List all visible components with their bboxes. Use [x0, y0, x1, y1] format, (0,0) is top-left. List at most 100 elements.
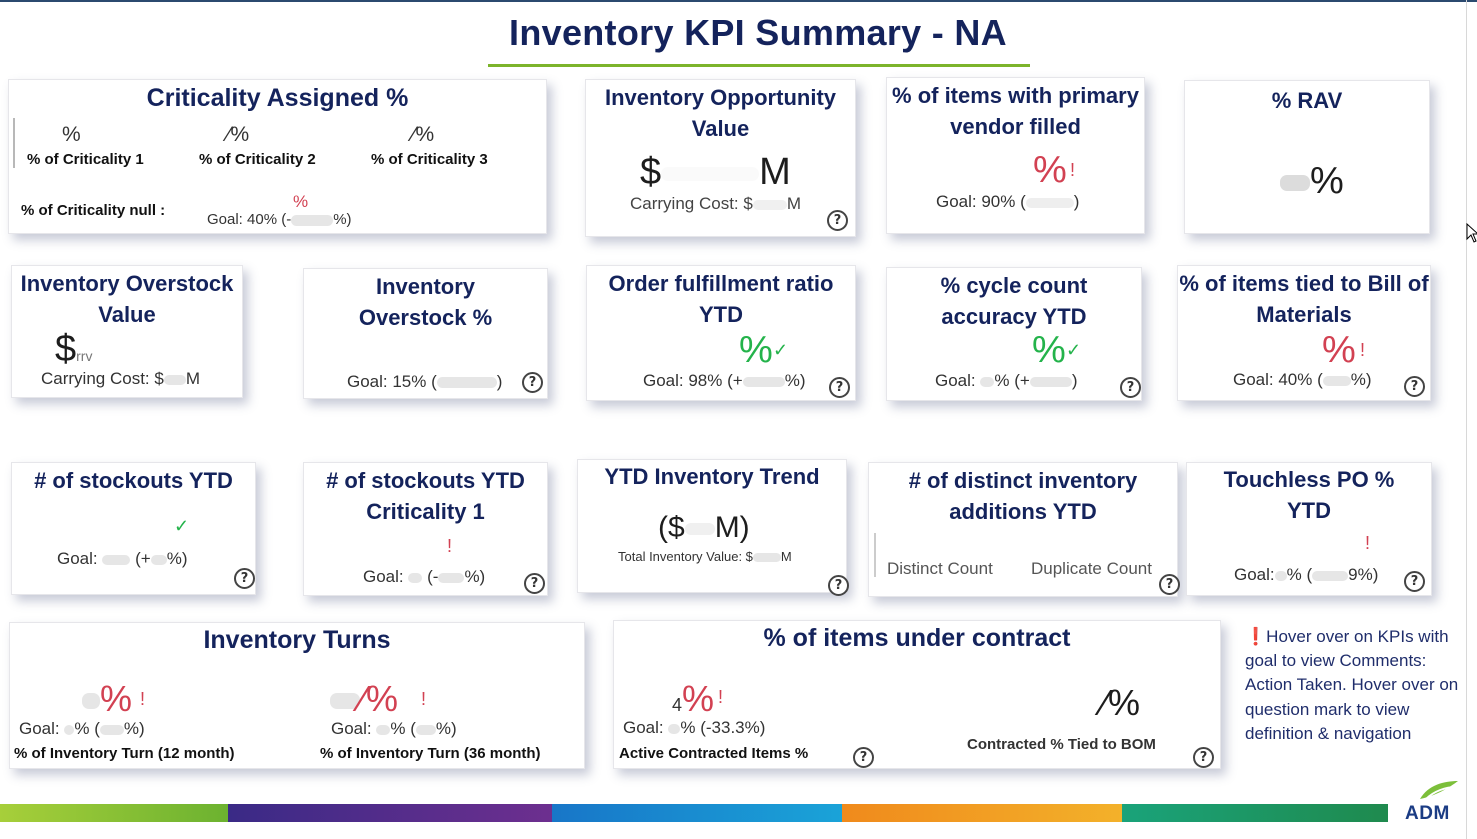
goal-text: Goal: — [19, 719, 60, 738]
kpi-card-inventory-trend[interactable]: YTD Inventory Trend ($ M) Total Inventory… — [577, 459, 849, 596]
kpi-card-primary-vendor[interactable]: % of items with primary vendor filled % … — [886, 77, 1145, 234]
card-title: % cycle count accuracy YTD — [940, 273, 1088, 329]
redacted-value — [1029, 376, 1072, 387]
checkmark-icon: ✓ — [174, 516, 190, 536]
kpi-card-rav[interactable]: % RAV % — [1184, 80, 1430, 234]
redacted-value — [102, 554, 131, 565]
value-suffix: M — [759, 151, 791, 193]
overstock-goal: Goal: 15% () — [347, 372, 502, 392]
redacted-value — [1025, 197, 1074, 208]
kpi-card-opportunity-value[interactable]: Inventory Opportunity Value $ M Carrying … — [585, 79, 856, 237]
kpi-card-criticality[interactable]: Criticality Assigned % % % of Criticalit… — [8, 79, 547, 234]
criticality-1-label: % of Criticality 1 — [27, 151, 144, 168]
value-prefix: $ — [55, 328, 77, 370]
redacted-value — [752, 553, 781, 563]
help-icon[interactable]: ? — [829, 377, 850, 398]
goal-end: %) — [166, 549, 188, 568]
value-prefix: $ — [640, 151, 662, 193]
goal-text: Goal: 90% ( — [936, 192, 1026, 211]
help-icon[interactable]: ? — [1120, 377, 1141, 398]
help-icon[interactable]: ? — [1159, 574, 1180, 595]
kpi-card-under-contract[interactable]: % of items under contract 4% ! Goal: % (… — [613, 620, 1221, 769]
card-title: % of items with primary vendor filled — [892, 83, 1139, 139]
carrying-suffix: M — [185, 369, 200, 388]
help-icon[interactable]: ? — [1193, 747, 1214, 768]
goal-text: Goal: 15% ( — [347, 372, 437, 391]
kpi-card-stockouts[interactable]: # of stockouts YTD ✓ Goal: (+%) ? — [11, 462, 256, 595]
goal-text: Goal: — [331, 719, 372, 738]
stockouts-c1-goal: Goal: (-%) — [363, 567, 485, 587]
rav-value: % — [1280, 161, 1344, 201]
exclamation-icon: ! — [140, 689, 146, 709]
help-icon[interactable]: ? — [234, 568, 255, 589]
help-icon[interactable]: ? — [853, 747, 874, 768]
contract-bom-value: ⁄% — [1102, 682, 1141, 723]
turns-36-value: ⁄% — [330, 679, 398, 719]
help-icon[interactable]: ? — [828, 575, 849, 596]
contract-prefix: 4 — [672, 695, 683, 715]
cycle-count-value: % — [1032, 329, 1066, 371]
primary-vendor-value: % — [1033, 149, 1067, 191]
redacted-value — [291, 214, 334, 226]
total-inventory-value: Total Inventory Value: $ M — [618, 547, 792, 567]
goal-text: Goal: 40% ( — [1233, 370, 1323, 389]
help-icon[interactable]: ? — [1404, 376, 1425, 397]
help-icon[interactable]: ? — [524, 573, 545, 594]
primary-vendor-goal: Goal: 90% () — [936, 192, 1079, 212]
trend-value: ($ M) — [658, 508, 750, 548]
turns-12-goal: Goal: % (%) — [19, 719, 145, 739]
goal-mid: % ( — [74, 719, 100, 738]
value-tail: rrv — [76, 348, 93, 364]
order-fulfillment-goal: Goal: 98% (+%) — [643, 371, 805, 391]
help-icon[interactable]: ? — [1404, 571, 1425, 592]
card-title: % RAV — [1271, 88, 1343, 113]
redacted-value — [668, 723, 681, 734]
active-contracted-label: Active Contracted Items % — [619, 745, 809, 762]
goal-text: Goal: 98% (+ — [643, 371, 743, 390]
goal-end: 9%) — [1348, 565, 1379, 584]
divider — [13, 118, 15, 168]
kpi-card-stockouts-criticality-1[interactable]: # of stockouts YTD Criticality 1 ! Goal:… — [303, 462, 548, 596]
redacted-value — [163, 374, 186, 385]
kpi-card-distinct-additions[interactable]: # of distinct inventory additions YTD Di… — [868, 462, 1180, 597]
opportunity-value: $ M — [640, 152, 791, 192]
kpi-card-touchless-po[interactable]: Touchless PO % YTD ! Goal: % (9%) ? — [1186, 462, 1432, 596]
card-title: Inventory Opportunity Value — [605, 85, 836, 141]
goal-end: % (-33.3%) — [680, 718, 766, 737]
goal-end: ) — [496, 372, 503, 391]
criticality-null-label: % of Criticality null : — [21, 202, 166, 219]
kpi-card-order-fulfillment[interactable]: Order fulfillment ratio YTD % ✓ Goal: 98… — [586, 265, 856, 401]
footer-stripe-purple — [228, 804, 552, 822]
help-icon[interactable]: ? — [522, 372, 543, 393]
total-label: Total Inventory Value: $ — [618, 549, 753, 564]
goal-mid: (+ — [135, 549, 151, 568]
checkmark-icon: ✓ — [1066, 340, 1082, 360]
goal-end: %) — [435, 719, 457, 738]
kpi-card-bill-of-materials[interactable]: % of items tied to Bill of Materials % !… — [1177, 265, 1431, 401]
card-title: # of stockouts YTD — [34, 468, 233, 493]
value-prefix: ($ — [658, 511, 685, 544]
redacted-value — [415, 724, 436, 735]
kpi-card-overstock-pct[interactable]: Inventory Overstock % Goal: 15% () ? — [303, 268, 548, 399]
goal-end: %) — [123, 719, 145, 738]
redacted-value — [408, 572, 423, 583]
mouse-cursor-icon — [1466, 223, 1477, 243]
goal-mid: % ( — [1286, 565, 1313, 584]
note-text: Hover over on KPIs with goal to view Com… — [1245, 627, 1459, 743]
redacted-value — [742, 376, 785, 387]
rav-percent: % — [1310, 160, 1344, 202]
kpi-card-overstock-value[interactable]: Inventory Overstock Value $rrv Carrying … — [11, 265, 243, 398]
duplicate-count-label: Duplicate Count — [1031, 559, 1152, 578]
checkmark-icon: ✓ — [773, 340, 789, 360]
goal-end: ) — [1071, 371, 1078, 390]
help-icon[interactable]: ? — [827, 210, 848, 231]
kpi-card-inventory-turns[interactable]: Inventory Turns % ! Goal: % (%) % of Inv… — [9, 622, 585, 769]
exclamation-icon: ! — [447, 536, 453, 556]
distinct-count-label: Distinct Count — [887, 559, 993, 578]
goal-text: Goal: 40% (- — [207, 211, 292, 228]
turns-36-percent: ⁄% — [360, 678, 399, 719]
criticality-null-value: % — [293, 192, 309, 211]
goal-text: Goal: — [623, 718, 664, 737]
card-title: Touchless PO % YTD — [1223, 467, 1395, 523]
kpi-card-cycle-count[interactable]: % cycle count accuracy YTD % ✓ Goal: % (… — [886, 267, 1142, 401]
